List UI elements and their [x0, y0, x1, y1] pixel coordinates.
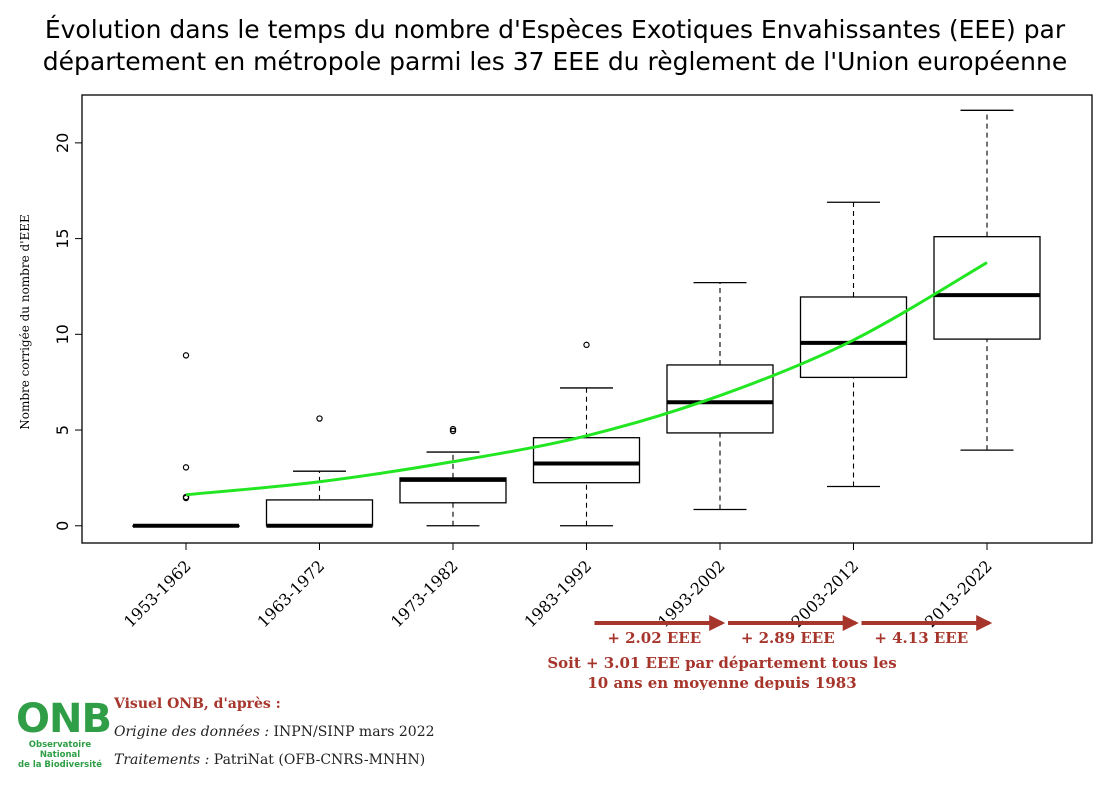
x-tick-label: 2003-2012	[787, 556, 862, 631]
outlier-point	[583, 341, 590, 349]
y-tick-label: 20	[53, 133, 72, 153]
trend-line	[185, 261, 988, 497]
x-tick-label: 1973-1982	[387, 556, 462, 631]
y-tick-label: 0	[53, 521, 72, 531]
outlier-point	[182, 352, 190, 359]
onb-logo: ONB Observatoire National de la Biodiver…	[16, 696, 112, 770]
processing-value: PatriNat (OFB-CNRS-MNHN)	[209, 752, 426, 768]
logo-wordmark: ONB	[16, 696, 112, 742]
x-tick-label: 1993-2002	[654, 556, 729, 631]
x-tick-label: 2013-2022	[921, 556, 996, 631]
x-tick-label: 1963-1972	[253, 556, 328, 631]
processing-credit: Traitements : PatriNat (OFB-CNRS-MNHN)	[114, 748, 435, 776]
x-tick-label: 1983-1992	[520, 556, 595, 631]
summary-line-2: 10 ans en moyenne depuis 1983	[587, 674, 856, 690]
footer: ONB Observatoire National de la Biodiver…	[12, 690, 512, 780]
visual-credit: Visuel ONB, d'après :	[114, 696, 281, 712]
data-source-label: Origine des données :	[114, 724, 270, 740]
logo-subtitle-1: Observatoire National	[28, 740, 92, 760]
box	[666, 364, 774, 434]
increment-label: + 2.89 EEE	[741, 629, 835, 647]
box	[399, 477, 507, 504]
data-source: Origine des données : INPN/SINP mars 202…	[114, 720, 435, 748]
increment-label: + 2.02 EEE	[607, 629, 701, 647]
increment-label: + 4.13 EEE	[874, 629, 968, 647]
box	[799, 296, 908, 379]
chart-title: Évolution dans le temps du nombre d'Espè…	[0, 14, 1110, 78]
box	[933, 236, 1041, 340]
logo-subtitle-2: de la Biodiversité	[18, 760, 102, 770]
y-axis-label: Nombre corrigée du nombre d'EEE	[18, 214, 32, 430]
chart-title-line-2: département en métropole parmi les 37 EE…	[42, 47, 1068, 76]
y-tick-label: 15	[53, 228, 72, 248]
summary-line-1: Soit + 3.01 EEE par département tous les	[547, 654, 896, 672]
processing-label: Traitements :	[114, 752, 210, 768]
y-tick-label: 5	[53, 425, 72, 435]
boxplot-chart: 0 5 10 15 20 Nombre corrigée du nombre d'EEE 1…	[18, 94, 1093, 690]
outlier-point	[449, 427, 457, 435]
credits: Visuel ONB, d'après : Origine des donnée…	[114, 692, 435, 776]
chart-title-line-1: Évolution dans le temps du nombre d'Espè…	[44, 15, 1066, 44]
outlier-point	[182, 464, 190, 471]
box	[265, 499, 374, 527]
outlier-point	[316, 415, 323, 422]
y-tick-label: 10	[53, 324, 72, 344]
data-source-value: INPN/SINP mars 2022	[269, 724, 435, 740]
x-tick-label: 1953-1962	[120, 556, 195, 631]
outlier-point	[449, 425, 457, 433]
